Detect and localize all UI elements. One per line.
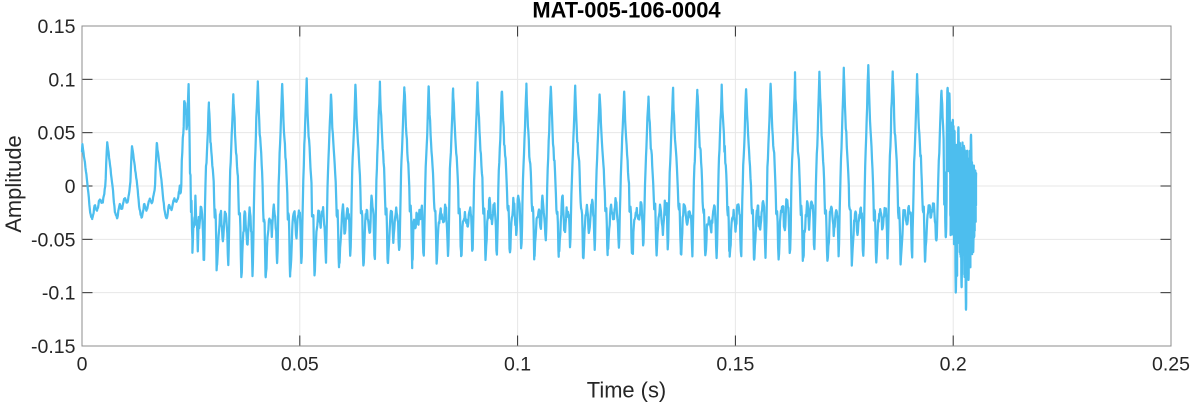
svg-text:-0.05: -0.05 xyxy=(31,229,76,251)
svg-text:-0.15: -0.15 xyxy=(31,336,76,358)
svg-text:0.05: 0.05 xyxy=(281,354,319,376)
svg-text:Time (s): Time (s) xyxy=(587,378,666,403)
svg-text:Amplitude: Amplitude xyxy=(1,135,26,232)
svg-text:0.2: 0.2 xyxy=(940,354,967,376)
svg-text:0: 0 xyxy=(77,354,88,376)
svg-text:MAT-005-106-0004: MAT-005-106-0004 xyxy=(532,0,721,22)
svg-text:0.1: 0.1 xyxy=(48,69,75,91)
svg-text:0.05: 0.05 xyxy=(38,123,76,145)
svg-text:0.1: 0.1 xyxy=(504,354,531,376)
svg-text:0: 0 xyxy=(65,176,76,198)
svg-text:0.25: 0.25 xyxy=(1152,354,1190,376)
svg-text:0.15: 0.15 xyxy=(716,354,754,376)
svg-text:0.15: 0.15 xyxy=(38,16,76,38)
svg-text:-0.1: -0.1 xyxy=(42,283,76,305)
